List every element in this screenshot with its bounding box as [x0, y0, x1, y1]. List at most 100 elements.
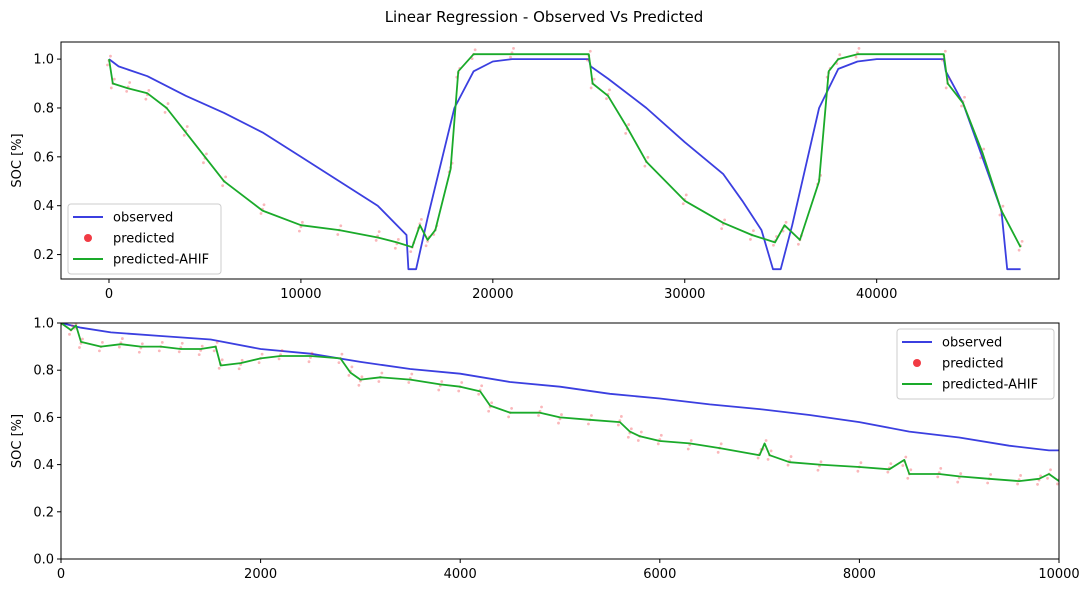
predicted-point: [854, 55, 858, 59]
x-tick-label: 4000: [444, 567, 477, 582]
y-tick-label: 0.8: [33, 364, 54, 379]
predicted-point: [720, 227, 724, 231]
predicted-point: [646, 155, 650, 159]
predicted-point: [587, 422, 590, 426]
predicted-point: [960, 104, 963, 108]
predicted-point: [537, 414, 540, 417]
predicted-point: [418, 222, 422, 226]
predicted-point: [437, 388, 441, 392]
predicted-point: [659, 433, 663, 437]
predicted-point: [374, 238, 378, 242]
predicted-point: [512, 46, 515, 50]
predicted-point: [540, 405, 543, 409]
predicted-point: [1036, 483, 1039, 486]
predicted-point: [979, 156, 983, 160]
predicted-point: [789, 455, 793, 458]
predicted-point: [280, 348, 284, 352]
predicted-point: [616, 423, 620, 427]
predicted-point: [396, 238, 400, 241]
x-tick-label: 0: [57, 567, 65, 582]
y-tick-label: 0.2: [33, 505, 54, 520]
predicted-point: [407, 381, 411, 384]
x-tick-label: 0: [105, 287, 113, 302]
y-tick-label: 1.0: [33, 317, 54, 332]
predicted-point: [627, 123, 631, 126]
predicted-point: [260, 352, 264, 356]
x-tick-label: 10000: [280, 287, 321, 302]
x-tick-label: 6000: [643, 567, 676, 582]
predicted-point: [61, 319, 64, 322]
y-tick-label: 0.6: [33, 150, 54, 165]
predicted-point: [509, 55, 512, 59]
predicted-point: [112, 77, 116, 81]
predicted-point: [756, 456, 760, 460]
predicted-point: [74, 323, 78, 326]
predicted-point: [797, 242, 800, 246]
predicted-point: [336, 233, 340, 236]
predicted-point: [1001, 204, 1005, 208]
legend-label-observed: observed: [113, 211, 173, 226]
series-predicted: [106, 46, 1024, 254]
x-tick-label: 40000: [856, 287, 897, 302]
predicted-point: [177, 350, 181, 354]
legend-box: [896, 328, 1055, 400]
predicted-point: [608, 88, 611, 92]
series-predicted-AHIF: [61, 323, 1059, 483]
predicted-point: [1046, 476, 1049, 480]
predicted-point: [636, 439, 640, 442]
predicted-point: [473, 48, 477, 52]
predicted-point: [557, 421, 560, 425]
predicted-point: [510, 407, 513, 410]
predicted-point: [307, 360, 311, 364]
predicted-point: [120, 337, 124, 340]
predicted-point: [106, 63, 109, 67]
predicted-point: [340, 352, 344, 356]
predicted-point: [1039, 474, 1042, 478]
predicted-point: [71, 324, 74, 328]
x-tick-label: 20000: [472, 287, 513, 302]
predicted-point: [212, 349, 216, 353]
predicted-point: [58, 327, 61, 330]
predicted-point: [936, 475, 940, 479]
predicted-point: [719, 442, 723, 446]
predicted-point: [424, 244, 428, 248]
predicted-point: [339, 224, 343, 228]
x-tick-label: 2000: [244, 567, 277, 582]
predicted-point: [859, 461, 863, 465]
predicted-point: [380, 371, 384, 375]
predicted-point: [457, 389, 461, 393]
y-tick-label: 0.4: [33, 458, 54, 473]
predicted-point: [347, 373, 351, 377]
predicted-point: [766, 458, 770, 461]
predicted-point: [197, 353, 201, 357]
predicted-point: [605, 97, 608, 101]
legend-label-observed: observed: [942, 336, 1002, 351]
predicted-point: [350, 365, 354, 369]
predicted-point: [262, 203, 266, 207]
predicted-point: [749, 238, 752, 241]
y-tick-label: 0.4: [33, 199, 54, 214]
predicted-point: [752, 229, 755, 233]
predicted-point: [947, 77, 951, 81]
predicted-point: [101, 340, 104, 344]
predicted-point: [419, 217, 423, 221]
predicted-point: [410, 372, 414, 376]
predicted-point: [901, 464, 905, 467]
predicted-point: [772, 243, 775, 247]
predicted-point: [409, 250, 413, 254]
predicted-point: [786, 463, 790, 467]
predicted-point: [117, 345, 121, 349]
predicted-point: [982, 147, 986, 151]
predicted-point: [377, 230, 381, 234]
predicted-point: [205, 152, 208, 156]
predicted-point: [221, 184, 225, 188]
predicted-point: [1049, 468, 1052, 472]
predicted-AHIF-line: [61, 323, 1059, 483]
series-observed: [61, 323, 1059, 452]
axes-frame: [60, 41, 1060, 280]
predicted-AHIF-line: [108, 53, 1022, 249]
predicted-point: [487, 409, 491, 413]
predicted-point: [360, 375, 364, 379]
